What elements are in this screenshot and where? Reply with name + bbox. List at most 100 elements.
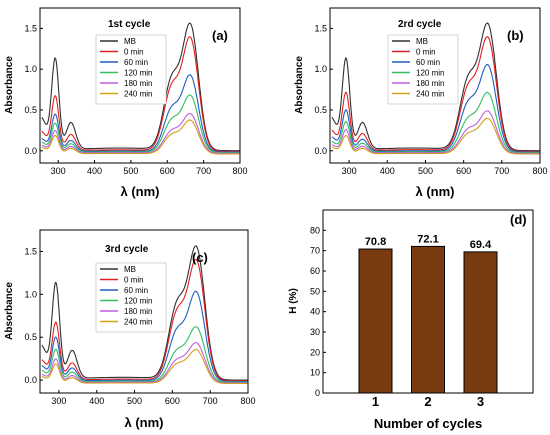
y-tick-label: 0.5 (24, 332, 37, 342)
x-tick-label: 1 (372, 394, 379, 409)
y-tick-label: 1.0 (24, 289, 37, 299)
panel-a-frame (39, 7, 241, 164)
bar-value-label: 70.8 (365, 236, 386, 248)
panel-c-ylabel: Absorbance (4, 282, 15, 340)
legend-label: MB (124, 37, 136, 46)
y-tick-label: 80 (310, 225, 320, 235)
y-tick-label: 70 (310, 246, 320, 256)
legend-label: 60 min (124, 286, 148, 295)
panel-c-xlabel: λ (nm) (125, 415, 164, 430)
panel-d-ticks: 0 10 20 30 40 50 60 70 80 1 2 3 (310, 225, 484, 409)
x-tick-label: 600 (165, 396, 180, 406)
y-tick-label: 40 (310, 307, 320, 317)
series-line (41, 245, 248, 381)
y-tick-label: 0.0 (314, 146, 327, 156)
y-tick-label: 1.0 (24, 64, 37, 74)
legend-label: 240 min (416, 90, 444, 99)
panel-a: 300 400 500 600 700 800 0.0 0.5 1.0 1.5 MB 0 min60… (4, 7, 248, 199)
y-tick-label: 50 (310, 286, 320, 296)
series-line (331, 22, 540, 152)
x-tick-label: 700 (203, 396, 218, 406)
y-tick-label: 0.0 (24, 146, 37, 156)
panel-b-annotation: 2rd cycle (398, 19, 442, 30)
legend-label: 240 min (124, 90, 152, 99)
x-tick-label: 500 (123, 166, 138, 176)
panel-c-frame (39, 229, 249, 394)
series-line (41, 119, 240, 155)
panel-c-series (41, 245, 248, 385)
x-tick-label: 3 (477, 394, 484, 409)
y-tick-label: 1.5 (24, 23, 37, 33)
x-tick-label: 800 (240, 396, 255, 406)
panel-b: 300 400 500 600 700 800 0.0 0.5 1.0 1.5 MB 0 min60… (294, 7, 548, 199)
panel-b-label: (b) (507, 28, 524, 43)
panel-a-label: (a) (212, 28, 228, 43)
x-tick-label: 400 (89, 396, 104, 406)
legend-label: 120 min (416, 69, 444, 78)
panel-a-series (41, 22, 240, 155)
y-tick-label: 0.5 (24, 105, 37, 115)
panel-b-ylabel: Absorbance (294, 56, 305, 114)
series-line (41, 36, 240, 152)
panel-a-ylabel: Absorbance (4, 56, 15, 114)
x-tick-label: 300 (51, 166, 66, 176)
x-tick-label: 400 (380, 166, 395, 176)
series-line (41, 349, 248, 385)
y-tick-label: 0 (315, 388, 320, 398)
panel-c-label: (c) (192, 250, 208, 265)
series-line (41, 342, 248, 384)
series-line (41, 22, 240, 152)
legend-label: MB (124, 265, 136, 274)
y-tick-label: 1.5 (314, 23, 327, 33)
series-line (331, 36, 540, 152)
bar (411, 245, 445, 394)
y-tick-label: 20 (310, 347, 320, 357)
series-line (41, 112, 240, 154)
legend-label: 0 min (416, 48, 436, 57)
panel-d-bars: 70.8 72.1 69.4 (358, 233, 498, 394)
panel-d-ylabel: H (%) (288, 288, 299, 314)
legend-label: 180 min (124, 307, 152, 316)
legend-label: 60 min (416, 58, 440, 67)
panel-b-ticks: 300 400 500 600 700 800 0.0 0.5 1.0 1.5 (314, 23, 547, 176)
series-line (41, 326, 248, 383)
panel-d-label: (d) (510, 212, 527, 227)
x-tick-label: 300 (51, 396, 66, 406)
legend-label: 120 min (124, 69, 152, 78)
y-tick-label: 60 (310, 266, 320, 276)
legend-label: 120 min (124, 297, 152, 306)
panel-b-frame (329, 7, 541, 164)
x-tick-label: 600 (160, 166, 175, 176)
panel-b-series (331, 22, 540, 155)
y-tick-label: 1.0 (314, 64, 327, 74)
series-line (331, 64, 540, 153)
legend-label: 0 min (124, 276, 144, 285)
x-tick-label: 600 (456, 166, 471, 176)
panel-d: 0 10 20 30 40 50 60 70 80 1 2 3 70.8 72.1 69.4 (d) Nu… (288, 209, 534, 431)
legend-label: 180 min (124, 79, 152, 88)
series-line (41, 74, 240, 153)
panel-a-xlabel: λ (nm) (121, 184, 160, 199)
legend-label: 0 min (124, 48, 144, 57)
legend-box (95, 262, 167, 333)
bar (463, 251, 498, 394)
x-tick-label: 500 (127, 396, 142, 406)
y-tick-label: 10 (310, 368, 320, 378)
legend-label: 60 min (124, 58, 148, 67)
series-line (41, 258, 248, 382)
panel-c-annotation: 3rd cycle (105, 244, 149, 255)
bar (358, 248, 393, 394)
series-line (331, 91, 540, 154)
series-line (331, 117, 540, 155)
panel-a-ticks: 300 400 500 600 700 800 0.0 0.5 1.0 1.5 (24, 23, 247, 176)
x-tick-label: 400 (87, 166, 102, 176)
bar-value-label: 69.4 (470, 239, 492, 251)
x-tick-label: 700 (196, 166, 211, 176)
legend-box (95, 34, 167, 105)
x-tick-label: 800 (232, 166, 247, 176)
legend-label: 180 min (416, 79, 444, 88)
